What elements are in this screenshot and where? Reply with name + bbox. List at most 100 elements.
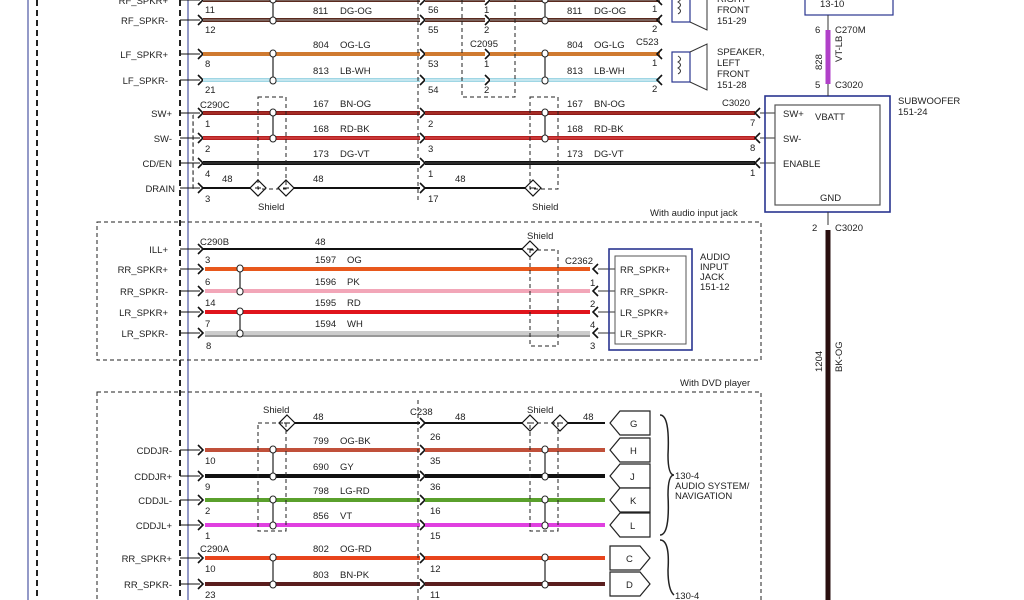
circuit-number: 1594 — [315, 319, 336, 330]
signal-label: RR_SPKR- — [120, 287, 168, 298]
circuit-number: 167 — [313, 99, 329, 110]
pin-number: 1 — [652, 58, 657, 69]
pin-number: 2 — [590, 299, 595, 310]
connector-arrow-icon — [591, 327, 599, 339]
connector-arrow-icon — [419, 14, 427, 26]
pin-number: 8 — [206, 341, 211, 352]
pin-number: 35 — [430, 456, 441, 467]
connector-arrow-icon — [655, 48, 663, 60]
connector-arrow-icon — [419, 132, 427, 144]
speaker-label: SPEAKER, — [717, 47, 765, 58]
pin-number: 1 — [428, 169, 433, 180]
twist-loop-icon — [269, 521, 277, 530]
pin-number: 1 — [652, 4, 657, 15]
twist-loop-icon — [236, 307, 244, 316]
wire-color-code: OG-LG — [594, 40, 625, 51]
circuit-number: 1204 — [814, 351, 825, 372]
circuit-number: 48 — [315, 237, 326, 248]
connector-arrow-icon — [591, 263, 599, 275]
circuit-number: 799 — [313, 436, 329, 447]
connector-arrow-icon — [419, 552, 427, 564]
audio-jack-module — [608, 248, 693, 351]
connector-arrow-icon — [419, 494, 427, 506]
signal-label: RR_SPKR+ — [118, 265, 169, 276]
circuit-number: 804 — [313, 40, 329, 51]
twist-loop-icon — [269, 16, 277, 25]
twist-loop-icon — [541, 553, 549, 562]
twist-loop-icon — [269, 495, 277, 504]
pin-number: 10 — [205, 564, 216, 575]
twist-loop-icon — [541, 521, 549, 530]
connector-arrow-icon — [197, 444, 205, 456]
connector-arrow-icon — [753, 107, 761, 119]
connector-label: C238 — [410, 407, 433, 418]
connector-arrow-icon — [419, 107, 427, 119]
module-pin-label: VBATT — [815, 112, 845, 123]
circuit-number: 856 — [313, 511, 329, 522]
circuit-number: 1595 — [315, 298, 336, 309]
pin-number: 16 — [430, 506, 441, 517]
circuit-number: 48 — [222, 174, 233, 185]
pin-number: 2 — [205, 144, 210, 155]
pin-number: 7 — [205, 319, 210, 330]
twist-loop-icon — [269, 445, 277, 454]
terminal-letter: C — [626, 554, 633, 565]
terminal-tag — [609, 487, 651, 513]
speaker-icon — [671, 51, 691, 83]
section-caption: With audio input jack — [650, 208, 738, 219]
pin-number: 26 — [430, 432, 441, 443]
pin-number: 1 — [750, 168, 755, 179]
connector-label: C523 — [636, 37, 659, 48]
connector-arrow-icon — [197, 0, 205, 6]
module-title: JACK — [700, 272, 725, 283]
connector-label: C290C — [200, 100, 230, 111]
twist-loop-icon — [236, 329, 244, 338]
pin-number: 12 — [205, 25, 216, 36]
twist-loop-icon — [269, 0, 277, 4]
connector-arrow-icon — [197, 306, 205, 318]
connector-label: C290A — [200, 544, 230, 555]
jack-pin-label: LR_SPKR+ — [620, 308, 669, 319]
module-title: AUDIO — [700, 252, 730, 263]
pin-number: 2 — [428, 119, 433, 130]
signal-label: CDDJL- — [138, 496, 172, 507]
pin-number: 10 — [205, 456, 216, 467]
power-source-box — [804, 0, 894, 16]
connector-arrow-icon — [419, 578, 427, 590]
wire-color-code: RD-BK — [340, 124, 370, 135]
circuit-number: 168 — [567, 124, 583, 135]
terminal-tag — [609, 512, 651, 538]
twist-loop-icon — [269, 108, 277, 117]
speaker-label: RIGHT — [717, 0, 747, 5]
pin-number: 56 — [428, 5, 439, 16]
pin-number: 21 — [205, 85, 216, 96]
wire-color-code: RD — [347, 298, 361, 309]
wire-color-code: OG-BK — [340, 436, 371, 447]
twist-loop-icon — [269, 553, 277, 562]
shield-label: Shield — [263, 405, 289, 416]
shield-box — [529, 96, 559, 190]
connector-arrow-icon — [197, 327, 205, 339]
connector-arrow-icon — [753, 132, 761, 144]
terminal-letter: D — [626, 580, 633, 591]
twist-loop-icon — [541, 76, 549, 85]
pin-number: 3 — [590, 341, 595, 352]
twist-loop-icon — [541, 49, 549, 58]
terminal-letter: G — [630, 419, 637, 430]
circuit-number: 828 — [814, 54, 825, 70]
shield-box — [529, 249, 559, 347]
module-label: 13-10 — [820, 0, 844, 10]
circuit-number: 1596 — [315, 277, 336, 288]
circuit-number: 811 — [313, 6, 328, 17]
signal-label: CDDJR- — [137, 446, 172, 457]
connector-label: C3020 — [835, 80, 863, 91]
terminal-tag — [609, 437, 651, 463]
wire-color-code: DG-VT — [594, 149, 624, 160]
connector-arrow-icon — [484, 14, 492, 26]
twist-loop-icon — [541, 108, 549, 117]
circuit-number: 802 — [313, 544, 329, 555]
module-title: NAVIGATION — [675, 491, 732, 502]
wire-color-code: DG-VT — [340, 149, 370, 160]
speaker-cone-icon — [689, 0, 708, 31]
twist-loop-icon — [541, 134, 549, 143]
